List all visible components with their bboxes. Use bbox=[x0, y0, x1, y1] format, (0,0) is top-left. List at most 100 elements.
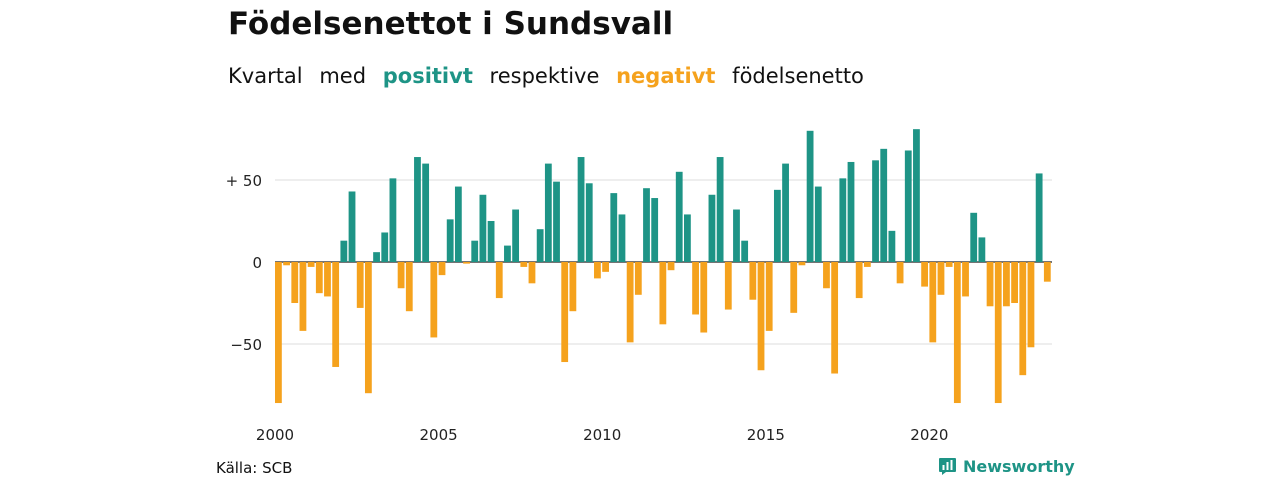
bar bbox=[307, 262, 315, 267]
bar bbox=[675, 171, 683, 262]
brand-logo: Newsworthy bbox=[938, 457, 1075, 476]
bar bbox=[716, 157, 724, 262]
bar bbox=[430, 262, 438, 338]
bar bbox=[880, 148, 888, 262]
x-tick-label: 2005 bbox=[420, 426, 458, 444]
bar bbox=[315, 262, 323, 294]
bar bbox=[414, 157, 421, 262]
bar bbox=[945, 262, 953, 267]
bar bbox=[397, 262, 405, 289]
bar bbox=[970, 212, 978, 262]
bar bbox=[1019, 262, 1027, 376]
source-note: Källa: SCB bbox=[216, 459, 293, 477]
bar bbox=[814, 186, 822, 262]
bar bbox=[324, 262, 331, 297]
bar bbox=[773, 189, 781, 262]
bar bbox=[929, 262, 937, 343]
bar bbox=[921, 262, 929, 287]
bar bbox=[520, 262, 528, 267]
bar bbox=[610, 193, 618, 262]
bar bbox=[839, 178, 847, 262]
bar bbox=[495, 262, 503, 299]
bar bbox=[299, 262, 307, 331]
bar-layer bbox=[275, 129, 1051, 404]
bar bbox=[847, 161, 855, 262]
bar bbox=[504, 245, 511, 262]
subtitle-positive-label: positivt bbox=[382, 64, 473, 88]
y-tick-label: 0 bbox=[252, 254, 262, 272]
bar bbox=[487, 221, 495, 262]
bar bbox=[667, 262, 675, 271]
subtitle-word: respektive bbox=[489, 64, 600, 88]
bar bbox=[602, 262, 609, 272]
subtitle-word: Kvartal bbox=[228, 64, 303, 88]
bar bbox=[626, 262, 634, 343]
bar bbox=[659, 262, 667, 325]
bar bbox=[275, 262, 282, 404]
bar bbox=[888, 230, 896, 262]
bar bbox=[291, 262, 299, 303]
bar bbox=[798, 262, 806, 266]
bar bbox=[692, 262, 699, 315]
bar bbox=[364, 262, 372, 394]
bar bbox=[479, 194, 487, 262]
bar bbox=[757, 262, 765, 371]
x-tick-label: 2020 bbox=[910, 426, 948, 444]
bar bbox=[512, 209, 520, 262]
brand-name: Newsworthy bbox=[963, 457, 1075, 476]
bar bbox=[765, 262, 773, 331]
bar bbox=[1027, 262, 1035, 348]
y-tick-label: −50 bbox=[230, 336, 262, 354]
bar bbox=[340, 240, 348, 262]
bar bbox=[962, 262, 969, 297]
y-tick-label: + 50 bbox=[226, 172, 262, 190]
bar bbox=[618, 214, 626, 262]
bar bbox=[536, 229, 544, 262]
bar bbox=[389, 178, 397, 262]
bar bbox=[463, 262, 470, 264]
chart-title: Födelsenettot i Sundsvall bbox=[228, 6, 674, 42]
bar bbox=[831, 262, 839, 374]
bar bbox=[438, 262, 446, 276]
bar bbox=[749, 262, 757, 300]
bar bbox=[708, 194, 716, 262]
bar bbox=[986, 262, 994, 307]
subtitle-word: med bbox=[319, 64, 367, 88]
bar bbox=[446, 219, 454, 262]
bar bbox=[643, 188, 650, 262]
bar bbox=[373, 252, 380, 262]
x-tick-label: 2010 bbox=[583, 426, 621, 444]
bar bbox=[904, 150, 912, 262]
bar bbox=[332, 262, 340, 367]
bar bbox=[1035, 173, 1043, 262]
x-tick-label: 2000 bbox=[256, 426, 294, 444]
bar bbox=[863, 262, 871, 267]
bar bbox=[724, 262, 732, 310]
chart-subtitle: Kvartal med positivt respektive negativt… bbox=[228, 64, 874, 88]
bar bbox=[790, 262, 798, 313]
bar bbox=[569, 262, 577, 312]
bar bbox=[823, 262, 830, 289]
bar bbox=[733, 209, 740, 262]
x-tick-label: 2015 bbox=[747, 426, 785, 444]
label-layer: + 50 0 −50 2000 2005 2010 2015 2020 bbox=[226, 172, 949, 444]
bar bbox=[454, 186, 462, 262]
bar bbox=[1011, 262, 1018, 303]
bar bbox=[283, 262, 290, 266]
bar bbox=[806, 130, 814, 262]
bar bbox=[356, 262, 364, 308]
bar bbox=[937, 262, 945, 295]
bar bbox=[471, 240, 479, 262]
bar bbox=[553, 181, 560, 262]
bar bbox=[1043, 262, 1051, 282]
bar bbox=[544, 163, 552, 262]
bar bbox=[782, 163, 789, 262]
bar bbox=[953, 262, 961, 404]
bar bbox=[405, 262, 413, 312]
bar bbox=[422, 163, 430, 262]
chart-bubble-icon bbox=[939, 458, 956, 475]
bar bbox=[994, 262, 1002, 404]
bar bbox=[896, 262, 904, 284]
bar bbox=[634, 262, 642, 295]
